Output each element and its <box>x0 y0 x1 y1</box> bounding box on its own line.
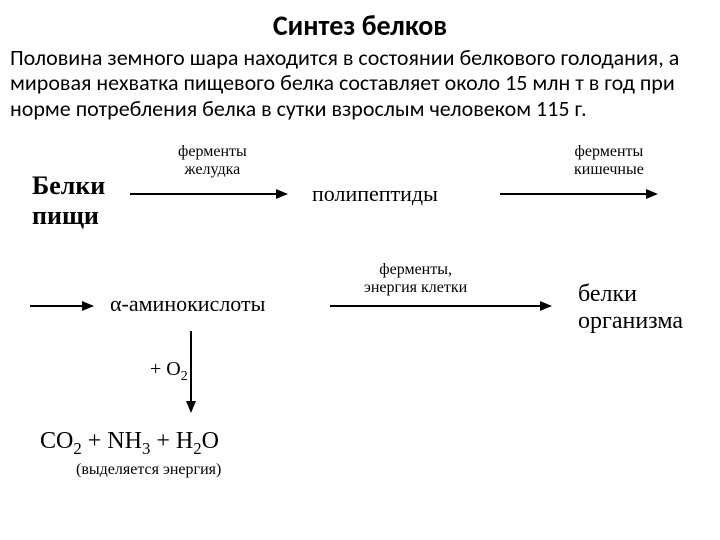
label-line: энергия клетки <box>364 279 467 297</box>
label-stomach-enzymes: ферменты желудка <box>178 143 247 179</box>
label-intestinal-enzymes: ферменты кишечные <box>574 143 644 179</box>
label-line: ферменты, <box>364 261 467 279</box>
node-energy-released: (выделяется энергия) <box>76 461 221 479</box>
label-line: кишечные <box>574 161 644 179</box>
node-text: (выделяется энергия) <box>76 461 221 478</box>
arrow-proteins-to-polypeptides <box>130 193 286 195</box>
plus: + <box>150 428 176 454</box>
node-text: полипептиды <box>312 181 438 206</box>
subscript: 2 <box>181 369 188 384</box>
node-body-proteins: белки организма <box>578 281 683 335</box>
label-line: ферменты <box>574 143 644 161</box>
arrow-polypeptides-to-right <box>500 193 656 195</box>
node-proteins-food: Белки пищи <box>32 171 105 231</box>
node-line: пищи <box>32 201 105 231</box>
node-plus-o2: + O2 <box>150 358 188 385</box>
label-line: ферменты <box>178 143 247 161</box>
h2o-o: O <box>202 428 219 454</box>
node-line: организма <box>578 308 683 335</box>
synthesis-diagram: Белки пищи полипептиды α-аминокислоты бе… <box>0 131 720 491</box>
label-cell-enzymes: ферменты, энергия клетки <box>364 261 467 297</box>
label-line: желудка <box>178 161 247 179</box>
intro-paragraph: Половина земного шара находится в состоя… <box>0 43 720 131</box>
subscript: 2 <box>73 439 81 458</box>
node-line: Белки <box>32 171 105 201</box>
plus: + <box>82 428 108 454</box>
co2: CO <box>40 428 73 454</box>
node-text: α-аминокислоты <box>110 291 265 316</box>
node-polypeptides: полипептиды <box>312 181 438 207</box>
arrow-wrap-to-amino <box>30 305 92 307</box>
node-products: CO2 + NH3 + H2O <box>40 428 219 459</box>
nh3: NH <box>107 428 142 454</box>
node-text: + O <box>150 358 181 380</box>
node-amino-acids: α-аминокислоты <box>110 291 265 317</box>
node-line: белки <box>578 281 683 308</box>
arrow-amino-to-body-proteins <box>330 305 550 307</box>
subscript: 2 <box>193 439 201 458</box>
page-title: Синтез белков <box>0 0 720 43</box>
arrow-amino-down <box>190 331 192 411</box>
h2o-h: H <box>176 428 193 454</box>
